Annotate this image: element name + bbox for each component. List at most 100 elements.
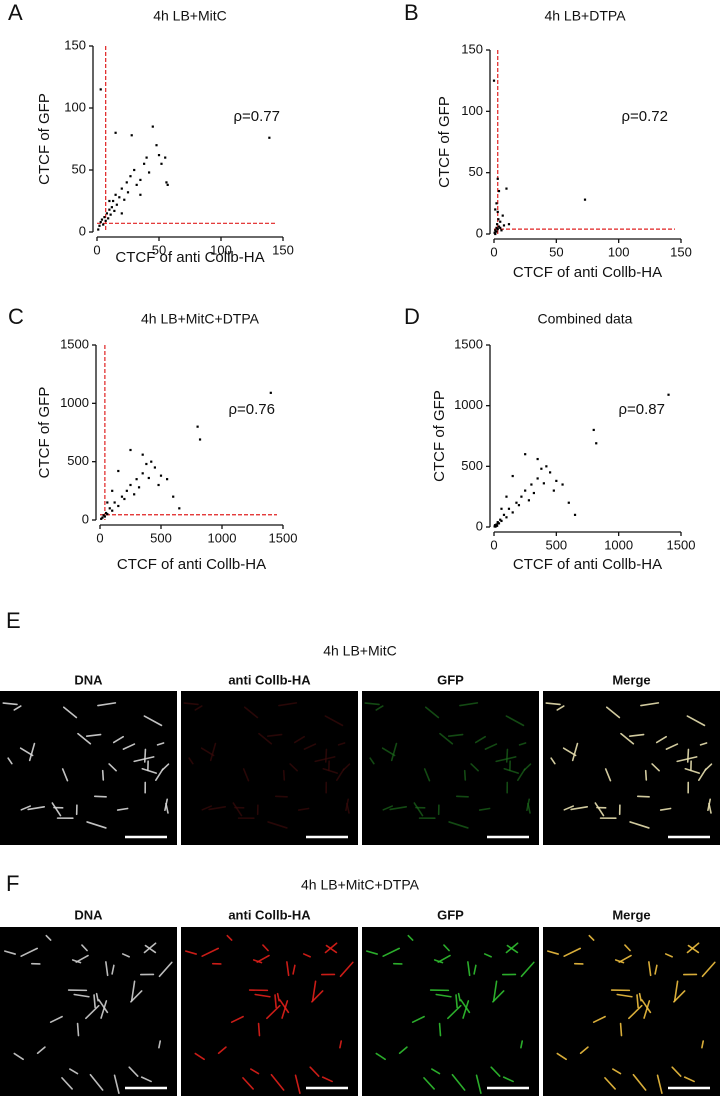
point — [172, 495, 175, 498]
cell — [570, 806, 588, 811]
point — [499, 226, 502, 229]
cell — [411, 1015, 425, 1023]
cell — [437, 954, 451, 963]
cell — [76, 1022, 80, 1037]
point — [129, 175, 132, 178]
cell — [266, 1004, 281, 1020]
cell — [518, 742, 527, 746]
cell — [69, 1068, 79, 1075]
cell — [61, 768, 69, 782]
panel-label: B — [404, 0, 419, 25]
cell — [632, 1073, 647, 1091]
cell — [492, 980, 498, 1002]
chart-title: Combined data — [538, 311, 633, 327]
x-tick-label: 500 — [150, 530, 172, 545]
cell — [473, 964, 477, 975]
point — [106, 501, 109, 504]
point — [106, 513, 109, 516]
cell — [686, 748, 690, 763]
point — [100, 517, 103, 520]
cell — [604, 1077, 616, 1090]
cell — [20, 805, 32, 811]
point — [145, 156, 148, 159]
cell — [364, 702, 380, 706]
point — [527, 499, 531, 502]
cell — [640, 702, 660, 707]
point — [496, 524, 499, 527]
point — [583, 198, 587, 201]
point — [496, 223, 499, 226]
x-axis-label: CTCF of anti Collb-HA — [513, 264, 662, 281]
cell — [492, 990, 505, 1003]
point — [595, 442, 598, 445]
point — [123, 198, 126, 201]
cell — [270, 1073, 285, 1091]
point — [117, 504, 120, 508]
point — [115, 203, 118, 206]
cell — [592, 1015, 606, 1023]
point — [573, 513, 577, 516]
column-label: DNA — [74, 672, 103, 687]
cell — [194, 1052, 205, 1061]
cell — [707, 798, 711, 812]
point — [117, 469, 120, 473]
cell — [13, 705, 22, 711]
point — [145, 462, 148, 466]
point — [143, 162, 146, 165]
point — [133, 493, 136, 496]
point — [99, 88, 102, 91]
cell — [303, 743, 317, 750]
point — [97, 228, 100, 231]
x-axis-label: CTCF of anti Collb-HA — [115, 249, 264, 266]
cell — [641, 999, 652, 1014]
cell — [111, 964, 115, 975]
x-tick-label: 1000 — [208, 530, 237, 545]
cell — [242, 768, 250, 782]
cell — [7, 757, 13, 765]
x-tick-label: 1500 — [667, 537, 696, 552]
point — [105, 511, 108, 515]
cell — [571, 742, 579, 762]
cell — [51, 802, 62, 817]
y-tick-label: 0 — [476, 518, 483, 533]
panel-label: D — [404, 304, 420, 329]
y-axis-label: CTCF of GFP — [436, 96, 453, 188]
point — [530, 483, 533, 486]
point — [494, 208, 497, 211]
point — [103, 216, 106, 219]
x-tick-label: 0 — [96, 530, 103, 545]
cell — [375, 1052, 386, 1061]
cell — [81, 944, 88, 952]
cell — [431, 1068, 441, 1075]
cell — [140, 1076, 152, 1083]
cell — [478, 807, 491, 811]
point — [120, 495, 124, 498]
cell — [289, 763, 298, 772]
row-title: 4h LB+MitC — [323, 643, 397, 659]
cell — [267, 821, 288, 829]
cell — [502, 1076, 514, 1083]
panel-label: F — [6, 871, 19, 896]
point — [502, 224, 506, 227]
cell — [250, 1068, 260, 1075]
cell — [490, 1066, 501, 1077]
point — [520, 495, 523, 498]
y-tick-label: 0 — [476, 225, 483, 240]
cell — [382, 947, 401, 957]
point — [102, 514, 105, 517]
cell — [281, 1000, 289, 1019]
point — [542, 482, 545, 485]
cell — [130, 990, 143, 1003]
point — [499, 518, 502, 521]
cell — [93, 994, 96, 1009]
point — [536, 457, 539, 461]
cell — [20, 947, 39, 957]
point — [540, 467, 543, 470]
cell — [698, 768, 707, 782]
cell — [655, 735, 668, 744]
cell — [336, 768, 345, 782]
cell — [314, 756, 336, 763]
cell — [398, 1046, 408, 1055]
point — [155, 144, 158, 147]
